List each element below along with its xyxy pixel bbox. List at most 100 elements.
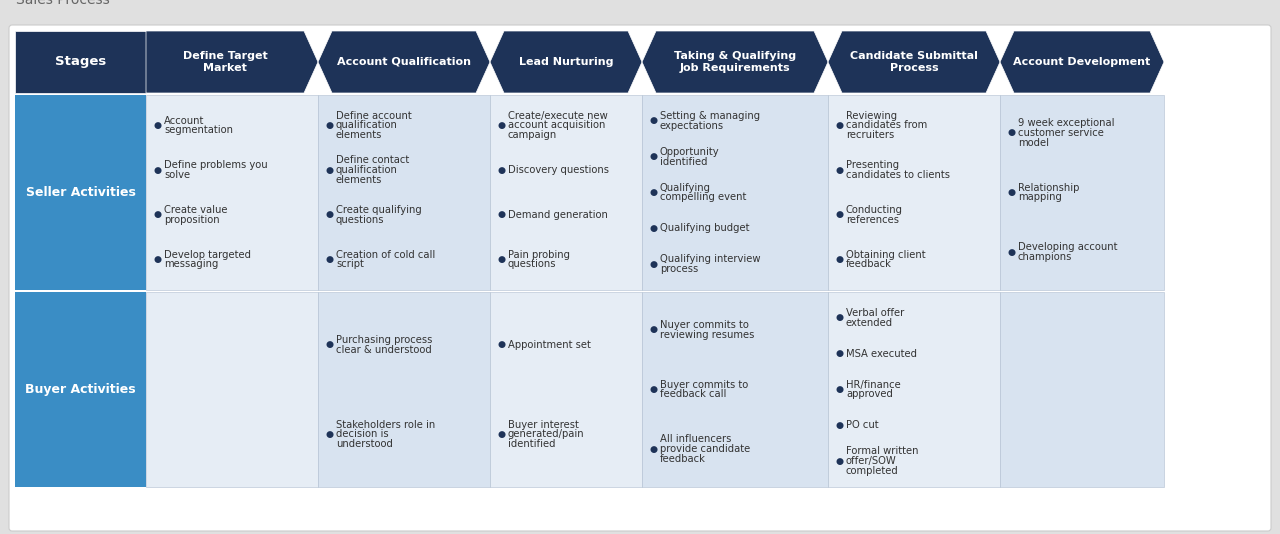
Text: ●: ● bbox=[649, 188, 657, 197]
Text: candidates from: candidates from bbox=[846, 120, 927, 130]
Text: Obtaining client: Obtaining client bbox=[846, 250, 925, 260]
Text: identified: identified bbox=[508, 439, 556, 449]
Text: ●: ● bbox=[1007, 128, 1015, 137]
Text: ●: ● bbox=[835, 385, 844, 394]
Text: campaign: campaign bbox=[508, 130, 557, 140]
Text: expectations: expectations bbox=[660, 121, 724, 131]
Text: ●: ● bbox=[835, 349, 844, 358]
Text: compelling event: compelling event bbox=[660, 192, 746, 202]
Text: Create qualifying: Create qualifying bbox=[335, 205, 421, 215]
Bar bbox=[317, 292, 490, 487]
Text: All influencers: All influencers bbox=[660, 435, 731, 444]
Text: Define problems you: Define problems you bbox=[164, 160, 268, 170]
Text: ●: ● bbox=[325, 430, 333, 439]
Text: Creation of cold call: Creation of cold call bbox=[335, 250, 435, 260]
Text: ●: ● bbox=[835, 457, 844, 466]
Text: ●: ● bbox=[649, 445, 657, 454]
Bar bbox=[828, 95, 1000, 290]
Text: approved: approved bbox=[846, 389, 893, 399]
Text: ●: ● bbox=[497, 430, 506, 439]
Text: ●: ● bbox=[154, 255, 161, 264]
Text: Create/execute new: Create/execute new bbox=[508, 111, 608, 121]
Text: ●: ● bbox=[835, 313, 844, 323]
Text: ●: ● bbox=[154, 166, 161, 175]
Text: questions: questions bbox=[508, 260, 557, 270]
Text: feedback: feedback bbox=[846, 260, 892, 270]
Text: Relationship: Relationship bbox=[1018, 183, 1079, 193]
Text: ●: ● bbox=[1007, 188, 1015, 197]
Text: ●: ● bbox=[649, 260, 657, 269]
Text: Account: Account bbox=[164, 115, 205, 125]
Text: ●: ● bbox=[835, 121, 844, 130]
Bar bbox=[1000, 292, 1164, 487]
Text: model: model bbox=[1018, 138, 1050, 147]
Text: ●: ● bbox=[649, 385, 657, 394]
Bar bbox=[490, 95, 643, 290]
Text: segmentation: segmentation bbox=[164, 125, 233, 135]
Text: ●: ● bbox=[649, 325, 657, 334]
Text: Account Qualification: Account Qualification bbox=[337, 57, 471, 67]
Text: 9 week exceptional: 9 week exceptional bbox=[1018, 118, 1115, 128]
Text: Conducting: Conducting bbox=[846, 205, 902, 215]
Text: ●: ● bbox=[325, 121, 333, 130]
Text: Buyer interest: Buyer interest bbox=[508, 420, 579, 429]
Bar bbox=[643, 95, 828, 290]
Text: qualification: qualification bbox=[335, 165, 398, 175]
Text: qualification: qualification bbox=[335, 120, 398, 130]
Text: Setting & managing: Setting & managing bbox=[660, 111, 760, 121]
Text: Stages: Stages bbox=[55, 56, 106, 68]
Text: Define contact: Define contact bbox=[335, 155, 410, 166]
Text: ●: ● bbox=[649, 224, 657, 233]
Bar bbox=[15, 95, 146, 290]
Text: offer/SOW: offer/SOW bbox=[846, 456, 897, 466]
Text: Reviewing: Reviewing bbox=[846, 111, 897, 121]
Text: Taking & Qualifying
Job Requirements: Taking & Qualifying Job Requirements bbox=[675, 51, 796, 73]
Bar bbox=[146, 95, 317, 290]
Bar bbox=[643, 292, 828, 487]
Text: reviewing resumes: reviewing resumes bbox=[660, 329, 754, 340]
Text: Demand generation: Demand generation bbox=[508, 210, 608, 220]
Text: recruiters: recruiters bbox=[846, 130, 895, 140]
Text: customer service: customer service bbox=[1018, 128, 1103, 138]
Text: Developing account: Developing account bbox=[1018, 242, 1117, 252]
Text: identified: identified bbox=[660, 156, 708, 167]
Text: Candidate Submittal
Process: Candidate Submittal Process bbox=[850, 51, 978, 73]
Text: ●: ● bbox=[649, 116, 657, 125]
Text: generated/pain: generated/pain bbox=[508, 429, 585, 439]
Bar bbox=[1000, 95, 1164, 290]
Text: ●: ● bbox=[649, 152, 657, 161]
Text: extended: extended bbox=[846, 318, 893, 328]
Text: feedback: feedback bbox=[660, 454, 705, 464]
Text: proposition: proposition bbox=[164, 215, 220, 225]
Text: ●: ● bbox=[835, 210, 844, 219]
Text: provide candidate: provide candidate bbox=[660, 444, 750, 454]
Text: ●: ● bbox=[497, 210, 506, 219]
Text: Appointment set: Appointment set bbox=[508, 340, 591, 350]
Text: ●: ● bbox=[835, 421, 844, 430]
Text: elements: elements bbox=[335, 175, 383, 185]
Text: Create value: Create value bbox=[164, 205, 228, 215]
Text: HR/finance: HR/finance bbox=[846, 380, 901, 390]
Polygon shape bbox=[317, 31, 490, 93]
Text: ●: ● bbox=[497, 340, 506, 349]
Text: Buyer commits to: Buyer commits to bbox=[660, 380, 749, 390]
Bar bbox=[828, 292, 1000, 487]
Text: ●: ● bbox=[497, 255, 506, 264]
Text: Lead Nurturing: Lead Nurturing bbox=[518, 57, 613, 67]
Text: ●: ● bbox=[835, 255, 844, 264]
Text: clear & understood: clear & understood bbox=[335, 344, 431, 355]
Text: process: process bbox=[660, 264, 699, 274]
Bar bbox=[15, 292, 146, 487]
Text: ●: ● bbox=[497, 166, 506, 175]
Polygon shape bbox=[146, 31, 317, 93]
Text: candidates to clients: candidates to clients bbox=[846, 170, 950, 180]
Text: decision is: decision is bbox=[335, 429, 389, 439]
Text: Define Target
Market: Define Target Market bbox=[183, 51, 268, 73]
Text: Pain probing: Pain probing bbox=[508, 250, 570, 260]
Bar bbox=[15, 31, 146, 93]
Text: ●: ● bbox=[325, 340, 333, 349]
Text: Define account: Define account bbox=[335, 111, 412, 121]
Text: MSA executed: MSA executed bbox=[846, 349, 916, 359]
Text: ●: ● bbox=[154, 121, 161, 130]
Bar bbox=[317, 95, 490, 290]
